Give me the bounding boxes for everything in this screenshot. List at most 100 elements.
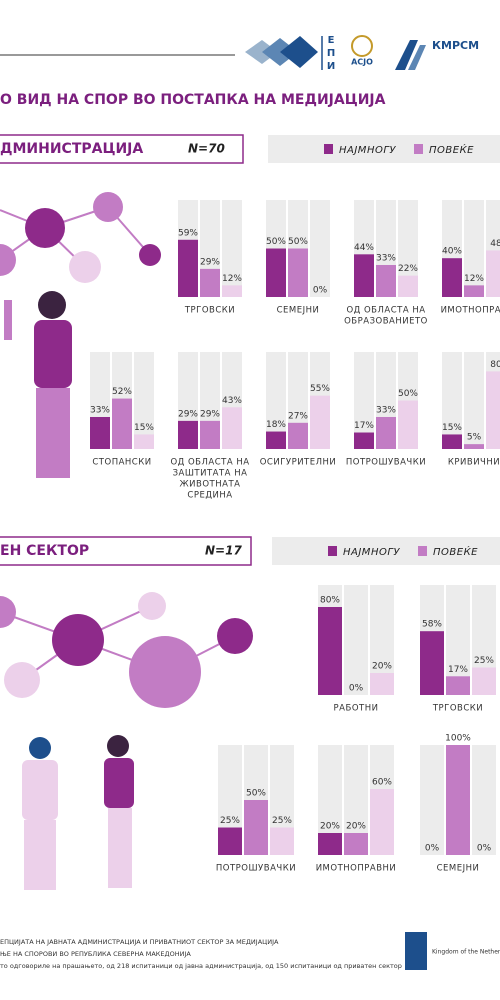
logo-letter: И xyxy=(327,61,335,72)
value-label: 60% xyxy=(372,778,392,788)
bar-background xyxy=(344,585,368,695)
bar xyxy=(266,431,286,449)
value-label: 20% xyxy=(346,822,366,832)
bar xyxy=(288,422,308,449)
bar xyxy=(420,631,444,695)
value-label: 80 xyxy=(490,360,500,370)
bar xyxy=(218,827,242,855)
bar xyxy=(442,434,462,449)
value-label: 15% xyxy=(134,423,154,433)
logo-epi: Е П И xyxy=(245,35,335,72)
category-label: СТОПАНСКИ xyxy=(92,458,151,468)
value-label: 15% xyxy=(442,423,462,433)
value-label: 43% xyxy=(222,396,242,406)
bar xyxy=(486,250,500,297)
bar xyxy=(464,285,484,297)
value-label: 50% xyxy=(246,789,266,799)
value-label: 0% xyxy=(349,684,364,694)
illustration-network-2 xyxy=(0,592,253,708)
value-label: 17% xyxy=(354,421,374,431)
value-label: 40% xyxy=(442,247,462,257)
section-n: N=70 xyxy=(188,142,225,156)
bar xyxy=(112,398,132,449)
section-title: ДМИНИСТРАЦИЈА xyxy=(0,141,143,157)
bar xyxy=(200,420,220,449)
section-header-box xyxy=(0,536,252,566)
illustration-network-1 xyxy=(0,192,161,283)
bar-background xyxy=(310,200,330,297)
value-label: 0% xyxy=(425,844,440,854)
category-label: СРЕДИНА xyxy=(187,491,232,501)
bar xyxy=(398,275,418,297)
value-label: 25% xyxy=(272,816,292,826)
legend-label: НАЈМНОГУ xyxy=(339,145,396,156)
bar xyxy=(472,667,496,695)
bar xyxy=(376,416,396,449)
value-label: 17% xyxy=(448,665,468,675)
legend-label: ПОВЕЌЕ xyxy=(429,143,474,156)
logo-text: КМРСМ xyxy=(432,39,479,52)
logo-asjo: АСЈО xyxy=(351,35,373,67)
bar xyxy=(370,789,394,855)
legend-swatch xyxy=(328,546,337,556)
bar xyxy=(244,800,268,855)
footer-partner: Kingdom of the Netherlands xyxy=(432,949,500,956)
bar xyxy=(200,268,220,297)
legend-box xyxy=(268,135,500,163)
bar-background xyxy=(464,200,484,297)
footer-text: то одговориле на прашањето, од 218 испит… xyxy=(0,962,402,970)
bar xyxy=(446,676,470,695)
legend-swatch xyxy=(324,144,333,154)
category-label: ОБРАЗОВАНИЕТО xyxy=(344,317,428,327)
category-label: ТРГОВСКИ xyxy=(432,704,483,714)
value-label: 33% xyxy=(90,405,110,415)
bar-background xyxy=(398,200,418,297)
category-label: РАБОТНИ xyxy=(334,704,379,714)
value-label: 12% xyxy=(222,274,242,284)
value-label: 44% xyxy=(354,243,374,253)
value-label: 33% xyxy=(376,253,396,263)
bar xyxy=(446,745,470,855)
value-label: 18% xyxy=(266,420,286,430)
value-label: 52% xyxy=(112,387,132,397)
category-label: ПОТРОШУВАЧКИ xyxy=(346,458,426,468)
value-label: 0% xyxy=(313,286,328,296)
bar xyxy=(344,833,368,855)
value-label: 58% xyxy=(422,620,442,630)
bar xyxy=(222,407,242,449)
value-label: 50% xyxy=(398,389,418,399)
bar xyxy=(270,827,294,855)
bar xyxy=(398,400,418,449)
illustration-person-1 xyxy=(4,291,72,478)
footer-text: ЕПЦИЈАТА НА ЈАВНАТА АДМИНИСТРАЦИЈА И ПРИ… xyxy=(0,938,279,946)
category-label: СЕМЕЈНИ xyxy=(277,306,320,316)
category-label: ОД ОБЛАСТА НА xyxy=(170,458,249,468)
bar xyxy=(442,258,462,297)
value-label: 48 xyxy=(490,239,500,249)
bar xyxy=(318,607,342,695)
bar xyxy=(318,833,342,855)
footer-text: ЊЕ НА СПОРОВИ ВО РЕПУБЛИКА СЕВЕРНА МАКЕД… xyxy=(0,950,191,958)
legend-label: ПОВЕЌЕ xyxy=(433,545,478,558)
bar xyxy=(486,371,500,449)
bar xyxy=(178,420,198,449)
bar xyxy=(370,673,394,695)
section-n: N=17 xyxy=(205,544,242,558)
bar-background xyxy=(222,200,242,297)
legend-box xyxy=(272,537,500,565)
value-label: 22% xyxy=(398,264,418,274)
value-label: 29% xyxy=(178,409,198,419)
bar xyxy=(310,395,330,449)
value-label: 80% xyxy=(320,596,340,606)
section-header-box xyxy=(0,134,244,164)
logo-letter: Е xyxy=(328,35,335,46)
footer-logo xyxy=(405,932,427,970)
bar xyxy=(354,432,374,449)
category-label: ИМОТНОПРАВНИ xyxy=(316,864,397,874)
legend-swatch xyxy=(414,144,423,154)
value-label: 20% xyxy=(372,662,392,672)
category-label: СЕМЕЈНИ xyxy=(437,864,480,874)
value-label: 29% xyxy=(200,409,220,419)
category-label: ИМОТНОПРАВ xyxy=(441,306,500,316)
